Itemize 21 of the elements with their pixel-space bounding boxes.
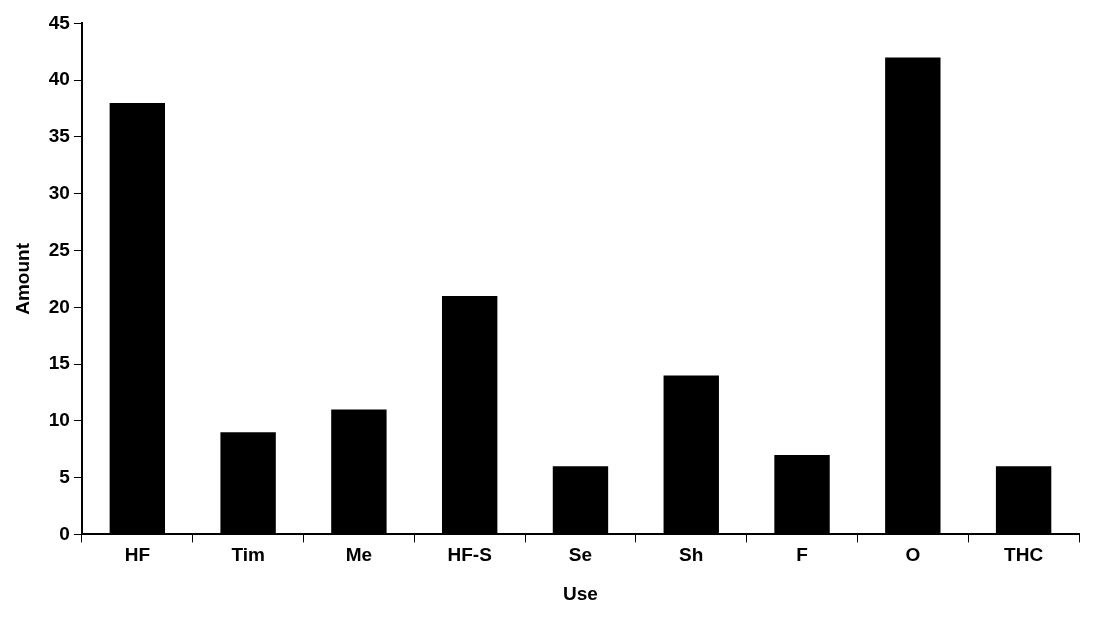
x-axis-title: Use — [563, 582, 598, 604]
x-tick-label: Se — [568, 544, 593, 566]
y-tick-label: 5 — [59, 465, 71, 487]
y-tick-label: 45 — [48, 11, 71, 33]
y-axis-title: Amount — [11, 242, 33, 315]
y-tick-label: 35 — [48, 125, 71, 147]
x-tick-label: THC — [1004, 544, 1044, 566]
y-tick-label: 20 — [48, 295, 70, 317]
y-tick-label: 15 — [48, 352, 71, 374]
x-tick-label: O — [905, 544, 921, 566]
y-tick-label: 0 — [59, 522, 70, 544]
x-tick-label: Sh — [679, 544, 704, 566]
x-tick-label: Me — [345, 544, 373, 566]
y-tick-label: 10 — [48, 409, 70, 431]
y-tick-label: 30 — [48, 181, 70, 203]
y-tick-label: 25 — [48, 238, 71, 260]
x-tick-label: HF-S — [447, 544, 492, 566]
x-tick-label: F — [796, 544, 808, 566]
x-tick-label: HF — [124, 544, 150, 566]
y-tick-label: 40 — [48, 68, 70, 90]
x-tick-label: Tim — [231, 544, 265, 566]
